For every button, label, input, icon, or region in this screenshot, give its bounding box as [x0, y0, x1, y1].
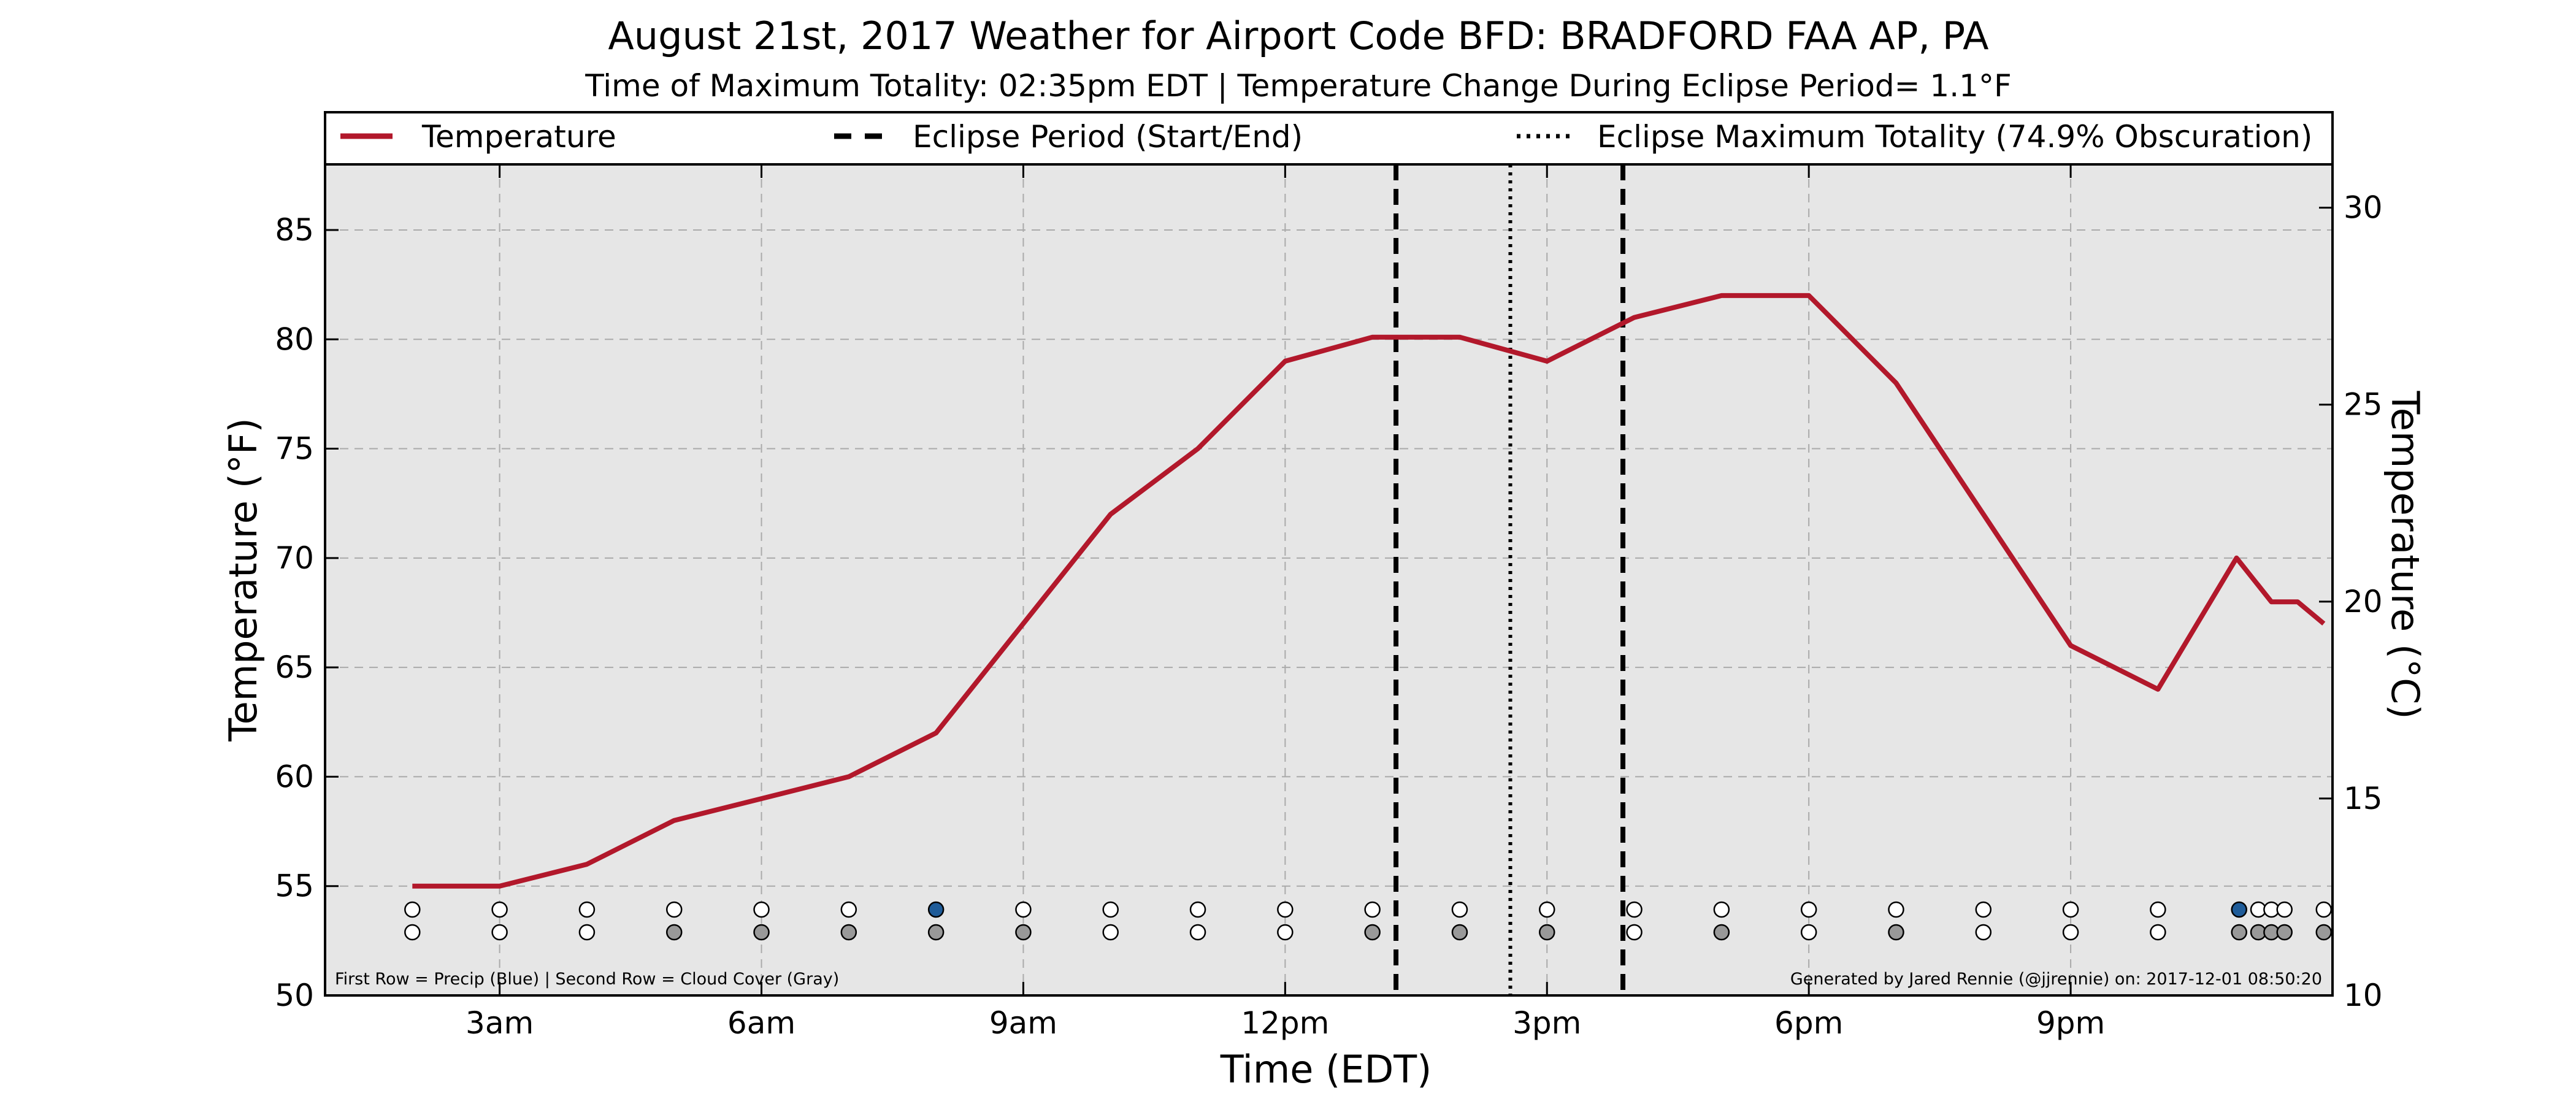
cloud-marker — [2231, 924, 2247, 941]
legend-label-temperature: Temperature — [421, 119, 616, 155]
precip-marker — [1015, 901, 1032, 918]
x-tick-label: 6pm — [1774, 1005, 1843, 1041]
grid-lines — [325, 164, 2333, 995]
legend-box — [324, 111, 2334, 166]
cloud-marker — [840, 924, 857, 941]
y2-tick-label: 30 — [2344, 190, 2383, 226]
y-tick-label: 55 — [275, 868, 314, 904]
precip-marker — [2231, 901, 2247, 918]
cloud-marker — [1015, 924, 1032, 941]
y2-tick-label: 25 — [2344, 387, 2383, 423]
y-tick-label: 60 — [275, 759, 314, 794]
cloud-marker — [1189, 924, 1206, 941]
footnote-left: First Row = Precip (Blue) | Second Row =… — [335, 970, 839, 989]
x-tick-label: 3pm — [1512, 1005, 1581, 1041]
precip-marker — [1800, 901, 1817, 918]
y2-tick-label: 10 — [2344, 978, 2383, 1013]
y-tick-label: 85 — [275, 212, 314, 248]
precip-marker — [2315, 901, 2333, 918]
cloud-marker — [1626, 924, 1643, 941]
x-axis-label: Time (EDT) — [1220, 1047, 1432, 1092]
y-axis-ticks: 50 55 60 65 70 75 80 85 — [275, 212, 339, 1013]
cloud-marker — [491, 924, 508, 941]
cloud-marker — [1539, 924, 1555, 941]
x-tick-label: 3am — [466, 1005, 534, 1041]
precip-marker — [1102, 901, 1119, 918]
precip-marker — [2276, 901, 2293, 918]
precip-marker — [404, 901, 421, 918]
x-tick-label: 9pm — [2036, 1005, 2105, 1041]
precip-marker — [1451, 901, 1468, 918]
x-tick-label: 12pm — [1241, 1005, 1329, 1041]
plot-area — [325, 164, 2333, 995]
precip-marker — [2062, 901, 2079, 918]
y-tick-label: 65 — [275, 650, 314, 685]
precip-marker — [1539, 901, 1555, 918]
precip-marker — [1189, 901, 1206, 918]
precip-marker — [1626, 901, 1643, 918]
y-tick-label: 75 — [275, 431, 314, 467]
cloud-marker — [753, 924, 770, 941]
cloud-marker — [1102, 924, 1119, 941]
chart-title: August 21st, 2017 Weather for Airport Co… — [608, 13, 1988, 58]
precip-marker — [578, 901, 596, 918]
precip-marker — [1888, 901, 1904, 918]
y-tick-label: 70 — [275, 540, 314, 576]
cloud-marker — [1451, 924, 1468, 941]
precip-marker — [1277, 901, 1294, 918]
chart-subtitle: Time of Maximum Totality: 02:35pm EDT | … — [585, 68, 2011, 104]
precip-marker — [927, 901, 945, 918]
cloud-marker — [665, 924, 683, 941]
legend: Temperature Eclipse Period (Start/End) E… — [324, 111, 2334, 166]
y2-tick-label: 15 — [2344, 781, 2383, 816]
cloud-marker — [1713, 924, 1730, 941]
precip-marker — [1364, 901, 1381, 918]
y-tick-label: 50 — [275, 978, 314, 1013]
x-tick-label: 9am — [989, 1005, 1057, 1041]
temperature-line — [412, 293, 2326, 889]
precip-marker — [2150, 901, 2166, 918]
cloud-marker — [1800, 924, 1817, 941]
x-tick-label: 6am — [727, 1005, 795, 1041]
y2-axis-ticks: 10 15 20 25 30 — [2319, 190, 2383, 1013]
precip-marker — [753, 901, 770, 918]
cloud-marker — [2315, 924, 2333, 941]
cloud-marker — [1364, 924, 1381, 941]
footnote-right: Generated by Jared Rennie (@jjrennie) on… — [1790, 970, 2322, 989]
y-axis-label: Temperature (°F) — [221, 418, 266, 742]
precip-marker — [1975, 901, 1992, 918]
cloud-marker — [1277, 924, 1294, 941]
cloud-marker — [2062, 924, 2079, 941]
legend-label-eclipse-period: Eclipse Period (Start/End) — [913, 119, 1303, 155]
cloud-marker — [927, 924, 945, 941]
y2-axis-label: Temperature (°C) — [2383, 390, 2428, 719]
cloud-marker — [404, 924, 421, 941]
cloud-marker — [2150, 924, 2166, 941]
y2-tick-label: 20 — [2344, 584, 2383, 619]
marker-rows — [404, 901, 2333, 941]
legend-label-eclipse-max: Eclipse Maximum Totality (74.9% Obscurat… — [1597, 119, 2312, 155]
cloud-marker — [578, 924, 596, 941]
precip-marker — [1713, 901, 1730, 918]
eclipse-lines — [1393, 164, 1626, 995]
x-axis-ticks: 3am 6am 9am 12pm 3pm 6pm 9pm — [466, 164, 2105, 1041]
series-layer — [412, 293, 2326, 889]
cloud-marker — [2276, 924, 2293, 941]
precip-marker — [491, 901, 508, 918]
cloud-marker — [1975, 924, 1992, 941]
precip-marker — [840, 901, 857, 918]
cloud-marker — [1888, 924, 1904, 941]
y-tick-label: 80 — [275, 321, 314, 357]
precip-marker — [665, 901, 683, 918]
